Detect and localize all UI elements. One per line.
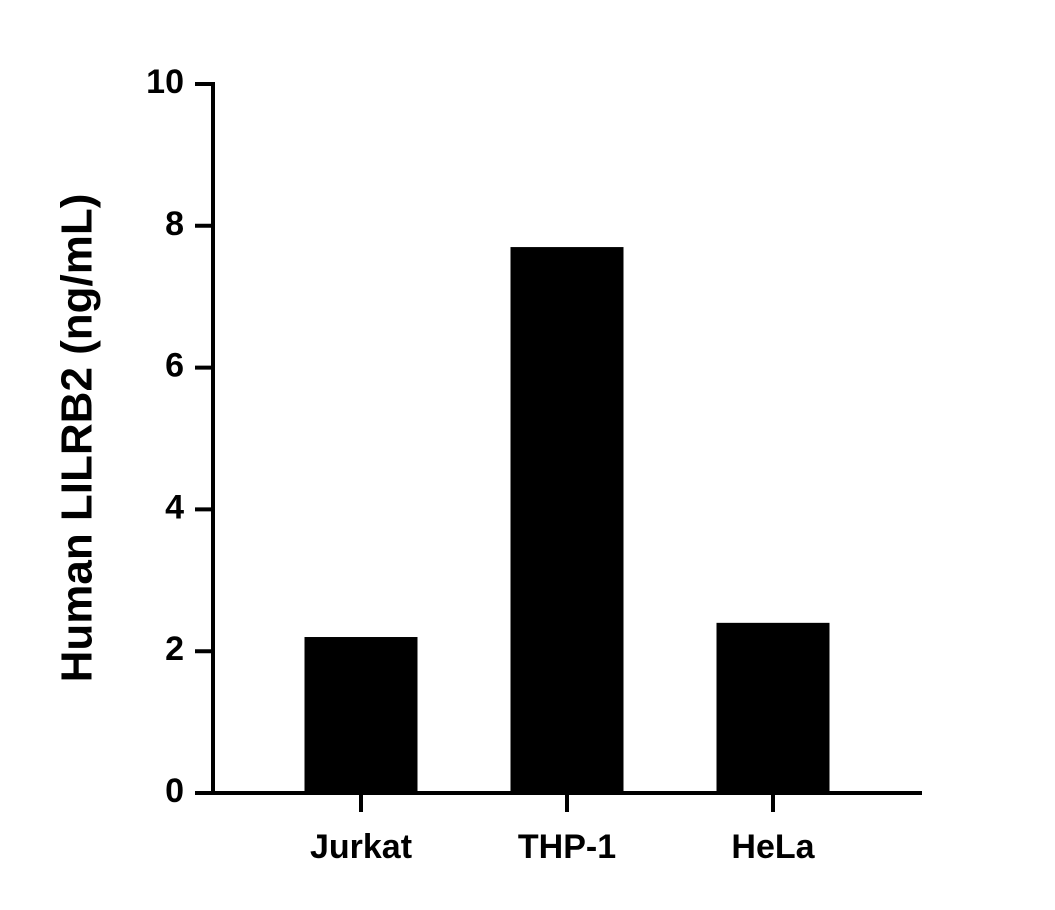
x-tick-label: HeLa bbox=[731, 828, 815, 866]
bar bbox=[304, 637, 418, 793]
bar bbox=[510, 247, 624, 793]
y-tick-label: 2 bbox=[165, 630, 184, 668]
y-tick-label: 0 bbox=[165, 772, 184, 810]
y-axis-label: Human LILRB2 (ng/mL) bbox=[53, 194, 102, 683]
x-tick-label: THP-1 bbox=[518, 828, 616, 866]
x-tick-label: Jurkat bbox=[310, 828, 412, 866]
y-tick-label: 8 bbox=[165, 205, 184, 243]
bar bbox=[716, 622, 830, 793]
y-tick-label: 4 bbox=[165, 488, 184, 526]
y-tick-label: 6 bbox=[165, 347, 184, 385]
y-tick-label: 10 bbox=[146, 63, 184, 101]
